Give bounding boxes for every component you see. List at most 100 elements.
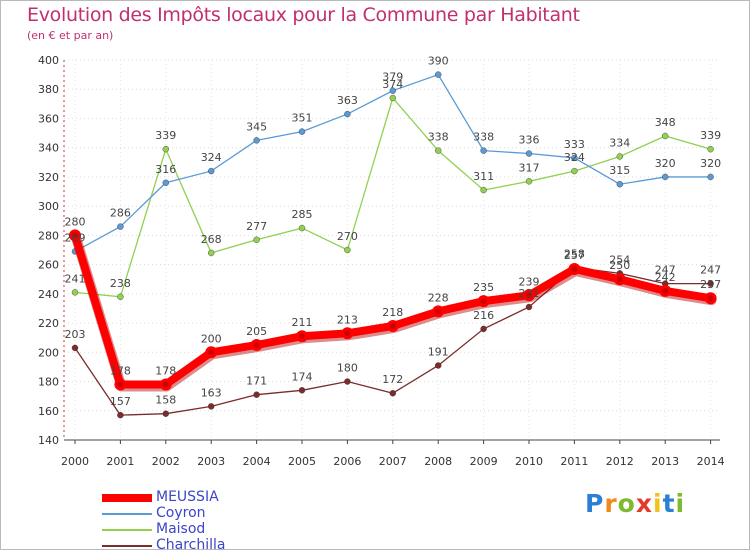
data-point [207,403,215,410]
data-point [117,293,124,300]
series-charchilla [71,264,714,419]
x-tick-label: 2009 [470,455,498,468]
data-point [117,411,124,419]
data-label: 338 [428,131,449,144]
y-tick-label: 140 [38,434,59,447]
data-point [435,71,442,78]
data-label: 345 [246,120,267,133]
data-label: 348 [655,116,676,129]
data-point-center [299,333,305,340]
data-label: 205 [246,325,267,338]
data-point [662,132,669,140]
data-point [162,410,170,417]
data-point [253,137,260,144]
data-point [616,181,623,188]
x-tick-label: 2006 [333,455,361,468]
x-tick-label: 2004 [243,455,271,468]
data-point [435,362,442,369]
data-label: 163 [201,386,222,399]
data-point [389,87,396,94]
data-label: 239 [519,275,540,288]
y-tick-label: 340 [38,142,59,155]
data-label: 258 [564,248,585,261]
data-label: 235 [473,281,494,294]
logo-letter: P [585,489,605,518]
data-point-center [435,308,442,315]
data-label: 242 [655,271,676,284]
x-tick-label: 2011 [560,455,588,468]
data-point [707,145,714,153]
data-point [117,223,124,230]
y-tick-label: 240 [38,288,59,301]
legend-label-meussia: MEUSSIA [156,489,219,505]
y-tick-label: 160 [38,405,59,418]
data-label: 338 [473,131,494,144]
data-label: 280 [65,215,86,228]
data-point [344,110,351,118]
y-tick-label: 320 [38,171,59,184]
data-point [616,153,623,160]
data-point [344,246,351,254]
data-label: 218 [382,306,403,319]
logo-letter: r [604,489,618,518]
data-point [435,147,442,154]
data-label: 157 [110,395,131,408]
data-label: 174 [292,370,313,383]
x-tick-label: 2014 [697,455,725,468]
data-label: 172 [382,373,403,386]
x-tick-label: 2010 [515,455,543,468]
data-point [298,387,306,394]
proxiti-logo: Proxiti [585,489,685,518]
data-point [707,280,714,287]
y-tick-label: 360 [38,112,59,125]
data-label: 247 [655,264,676,277]
data-point [480,147,487,154]
data-label: 178 [110,364,131,377]
y-tick-label: 380 [38,83,59,96]
data-point [525,150,533,157]
logo-letter: x [635,489,653,518]
logo-letter: i [653,489,663,518]
x-tick-label: 2013 [651,455,679,468]
data-point-center [662,287,669,294]
legend-label-maisod: Maisod [156,521,206,537]
data-point [525,303,533,311]
data-label: 191 [428,345,449,358]
data-label: 228 [428,291,449,304]
data-label: 158 [155,394,176,407]
data-point-center [208,349,215,356]
data-label: 171 [246,375,267,388]
logo-letter: t [662,489,676,518]
legend-swatch-charchilla [102,545,152,547]
data-label: 247 [700,264,721,277]
y-tick-label: 180 [38,376,59,389]
data-point-center [480,298,487,305]
data-point [571,167,578,175]
data-point [71,344,79,352]
data-label: 269 [65,231,86,244]
data-label: 320 [700,157,721,170]
legend-label-coyron: Coyron [156,505,206,521]
x-tick-label: 2001 [106,455,134,468]
x-tick-label: 2007 [379,455,407,468]
y-tick-label: 400 [38,54,59,67]
data-label: 238 [110,277,131,290]
data-point [571,154,578,162]
data-label: 250 [609,259,630,272]
data-point-center [72,232,78,239]
data-label: 285 [292,208,313,221]
data-label: 315 [609,164,630,177]
data-label: 180 [337,362,358,375]
data-point [253,391,260,398]
data-point [71,289,79,296]
data-point-center [117,381,124,388]
data-label: 203 [65,328,86,341]
data-label: 333 [564,138,585,151]
data-point-center [344,330,351,337]
data-label: 241 [65,272,86,285]
data-label: 268 [201,233,222,246]
legend-swatch-maisod [102,529,152,531]
x-tick-label: 2002 [152,455,180,468]
data-point [207,249,215,257]
